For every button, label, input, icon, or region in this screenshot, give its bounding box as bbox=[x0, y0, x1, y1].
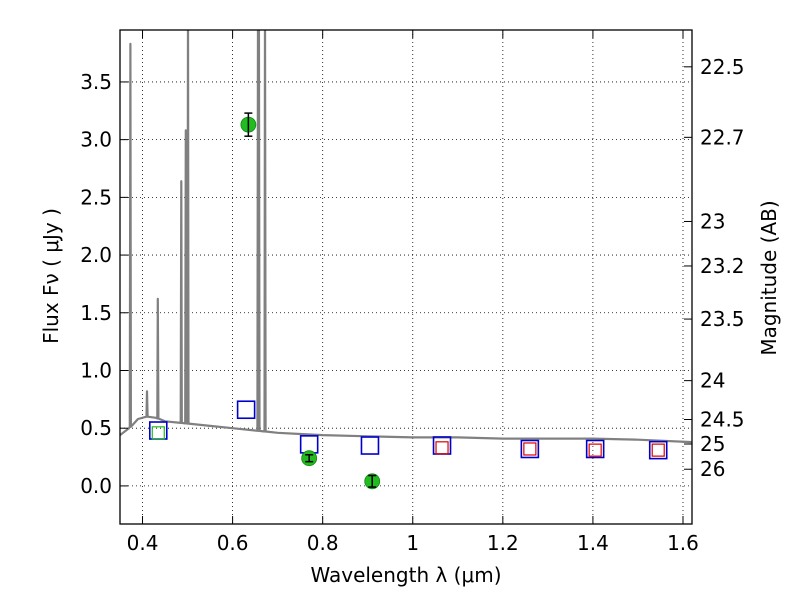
x-tick-label: 1 bbox=[406, 531, 419, 555]
model-photometry-point bbox=[648, 440, 668, 460]
inner-photometry-point bbox=[151, 426, 165, 440]
x-axis-label: Wavelength λ (μm) bbox=[310, 563, 501, 587]
model-spectrum-line bbox=[120, 30, 692, 444]
model-photometry-point bbox=[585, 439, 605, 459]
magnitude-tick-label: 24.5 bbox=[700, 407, 745, 431]
y-axis-label: Flux Fν ( μJy ) bbox=[39, 208, 63, 344]
magnitude-tick-label: 23 bbox=[700, 209, 725, 233]
magnitude-tick-label: 24 bbox=[700, 369, 725, 393]
y-tick-label: 2.0 bbox=[80, 243, 112, 267]
x-tick-label: 1.2 bbox=[487, 531, 519, 555]
magnitude-tick-label: 23.5 bbox=[700, 307, 745, 331]
y-tick-label: 2.5 bbox=[80, 185, 112, 209]
x-tick-label: 0.8 bbox=[307, 531, 339, 555]
y-tick-label: 1.0 bbox=[80, 358, 112, 382]
plot-frame bbox=[119, 29, 693, 525]
plot-area bbox=[120, 30, 692, 490]
inner-photometry-point bbox=[651, 443, 665, 457]
magnitude-tick-label: 22.5 bbox=[700, 55, 745, 79]
y-tick-label: 1.5 bbox=[80, 301, 112, 325]
y-tick-label: 3.5 bbox=[80, 70, 112, 94]
magnitude-tick-label: 25 bbox=[700, 432, 725, 456]
x-tick-label: 1.6 bbox=[667, 531, 699, 555]
model-photometry-point bbox=[360, 436, 380, 455]
model-photometry-point bbox=[299, 435, 319, 454]
inner-photometry-point bbox=[435, 441, 449, 455]
magnitude-tick-label: 26 bbox=[700, 457, 725, 481]
y-tick-label: 0.0 bbox=[80, 474, 112, 498]
inner-photometry-point bbox=[523, 442, 537, 456]
right-y-axis-label: Magnitude (AB) bbox=[757, 200, 781, 355]
x-tick-label: 0.6 bbox=[217, 531, 249, 555]
model-photometry-point bbox=[520, 439, 540, 459]
y-tick-label: 3.0 bbox=[80, 128, 112, 152]
axes-frame bbox=[119, 29, 693, 525]
y-tick-label: 0.5 bbox=[80, 416, 112, 440]
magnitude-tick-label: 22.7 bbox=[700, 125, 745, 149]
x-tick-label: 0.4 bbox=[127, 531, 159, 555]
magnitude-tick-label: 23.2 bbox=[700, 254, 745, 278]
axis-ticks: 0.4 0.6 0.8 1 1.2 1.4 1.6 0.0 0.5 1.0 1.5 2.0 2.5 3.0… bbox=[80, 30, 745, 555]
grid-lines bbox=[120, 30, 692, 524]
plot-content bbox=[120, 30, 692, 490]
model-photometry-point bbox=[236, 400, 256, 420]
inner-photometry-point bbox=[588, 443, 602, 457]
x-tick-label: 1.4 bbox=[577, 531, 609, 555]
